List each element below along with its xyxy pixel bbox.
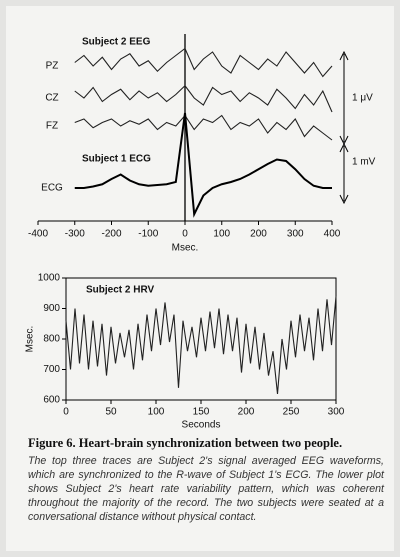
caption-text: The top three traces are Subject 2's sig… xyxy=(28,455,384,523)
x-tick-label: -100 xyxy=(138,229,158,240)
x-tick-label: 50 xyxy=(105,407,117,418)
y-tick-label: 1000 xyxy=(38,273,61,284)
x-tick-label: 200 xyxy=(250,229,267,240)
caption: Figure 6. Heart-brain synchronization be… xyxy=(28,436,384,524)
y-axis-label: Msec. xyxy=(25,326,36,353)
x-tick-label: 100 xyxy=(213,229,230,240)
y-tick-label: 700 xyxy=(43,364,60,375)
legend-label: ECG xyxy=(41,183,63,194)
x-tick-label: 400 xyxy=(324,229,341,240)
x-tick-label: 300 xyxy=(328,407,345,418)
arrow xyxy=(339,142,349,205)
legend-label: PZ xyxy=(46,61,59,72)
y-tick-label: 900 xyxy=(43,303,60,314)
trace xyxy=(74,114,333,141)
plot-frame xyxy=(65,277,337,401)
trace xyxy=(74,84,333,113)
y-tick-label: 600 xyxy=(43,395,60,406)
x-tick-label: -300 xyxy=(65,229,85,240)
x-axis-label: Msec. xyxy=(172,243,199,254)
charts: Subject 2 EEG Subject 1 ECG -400 -300 -200 -1… xyxy=(25,34,376,431)
scale-label: 1 mV xyxy=(352,157,376,168)
x-tick-label: 300 xyxy=(287,229,304,240)
chart-title: Subject 2 EEG xyxy=(82,37,151,48)
legend-label: FZ xyxy=(46,121,58,132)
caption-title: Figure 6. Heart-brain synchronization be… xyxy=(28,436,343,450)
trace xyxy=(74,112,332,218)
chart-title: Subject 2 HRV xyxy=(86,285,154,296)
x-tick-label: -400 xyxy=(28,229,48,240)
x-tick-label: 100 xyxy=(148,407,165,418)
hrv-line xyxy=(65,296,337,394)
x-tick-label: -200 xyxy=(101,229,121,240)
trace xyxy=(74,47,333,78)
scale-label: 1 μV xyxy=(352,93,373,104)
x-tick-label: 200 xyxy=(238,407,255,418)
x-tick-label: 0 xyxy=(63,407,69,418)
x-tick-label: 0 xyxy=(182,229,188,240)
x-axis-label: Seconds xyxy=(182,420,221,431)
y-tick-label: 800 xyxy=(43,334,60,345)
annotation: Subject 1 ECG xyxy=(82,154,151,165)
x-tick-label: 150 xyxy=(193,407,210,418)
x-tick-label: 250 xyxy=(283,407,300,418)
legend-label: CZ xyxy=(45,93,58,104)
